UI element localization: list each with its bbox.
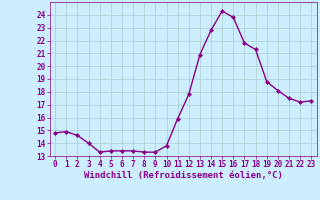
X-axis label: Windchill (Refroidissement éolien,°C): Windchill (Refroidissement éolien,°C)	[84, 171, 283, 180]
